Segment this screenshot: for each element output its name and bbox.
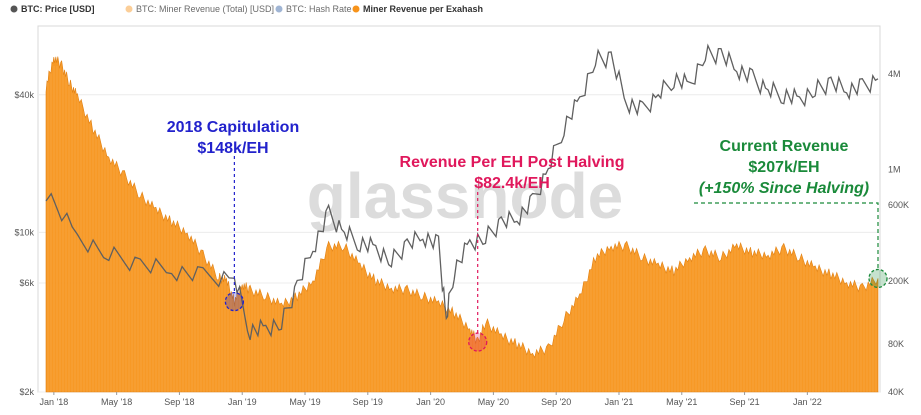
- x-tick-label: Sep '21: [729, 397, 759, 407]
- annotation-capitulation: 2018 Capitulation $148k/EH: [167, 119, 299, 312]
- annotation-text: $207k/EH: [748, 159, 819, 176]
- legend-label: BTC: Price [USD]: [21, 4, 95, 14]
- legend-item[interactable]: BTC: Price [USD]: [10, 4, 95, 14]
- legend-swatch: [10, 5, 18, 13]
- x-tick-label: Sep '18: [164, 397, 194, 407]
- legend-label: BTC: Miner Revenue (Total) [USD]: [136, 4, 274, 14]
- legend-swatch: [275, 5, 283, 13]
- x-tick-label: Jan '22: [793, 397, 822, 407]
- x-tick-label: Jan '20: [416, 397, 445, 407]
- annotation-marker: [468, 332, 488, 352]
- legend-label: BTC: Hash Rate: [286, 4, 352, 14]
- annotation-text: Current Revenue: [720, 138, 849, 155]
- y-left-tick: $40k: [14, 90, 34, 100]
- x-tick-label: May '21: [666, 397, 697, 407]
- y-right-tick: 200K: [888, 276, 909, 286]
- x-tick-label: May '18: [101, 397, 132, 407]
- y-left-tick: $6k: [19, 278, 34, 288]
- legend-swatch: [125, 5, 133, 13]
- revenue-area-path: [45, 56, 879, 393]
- x-tick-label: Jan '19: [228, 397, 257, 407]
- legend: BTC: Price [USD] BTC: Miner Revenue (Tota…: [10, 4, 484, 14]
- annotation-marker: [868, 268, 888, 289]
- annotation-text: 2018 Capitulation: [167, 119, 299, 136]
- x-tick-label: May '20: [478, 397, 509, 407]
- y-right-tick: 4M: [888, 69, 901, 79]
- y-right-tick: 80K: [888, 339, 904, 349]
- legend-item[interactable]: BTC: Miner Revenue (Total) [USD]: [125, 4, 275, 14]
- x-tick-label: Jan '21: [605, 397, 634, 407]
- annotation-text: $82.4k/EH: [474, 175, 550, 192]
- annotations: 2018 Capitulation $148k/EH Revenue Per EH …: [167, 119, 888, 352]
- x-tick-label: Jan '18: [39, 397, 68, 407]
- x-tick-label: Sep '20: [541, 397, 571, 407]
- x-tick-label: May '19: [289, 397, 320, 407]
- y-right-tick: 40K: [888, 387, 904, 397]
- price-line-path: [45, 43, 879, 341]
- annotation-text: $148k/EH: [197, 140, 268, 157]
- annotation-halving: Revenue Per EH Post Halving $82.4k/EH: [400, 154, 625, 352]
- legend-item[interactable]: BTC: Hash Rate: [275, 4, 352, 14]
- annotation-current: Current Revenue $207k/EH (+150% Since Halv…: [694, 138, 888, 289]
- legend-item[interactable]: Miner Revenue per Exahash: [352, 4, 484, 14]
- legend-swatch: [352, 5, 360, 13]
- y-left-tick: $10k: [14, 227, 34, 237]
- annotation-marker: [224, 291, 245, 312]
- legend-label: Miner Revenue per Exahash: [363, 4, 483, 14]
- y-right-tick: 1M: [888, 165, 901, 175]
- watermark: glassnode: [307, 160, 624, 232]
- y-right-tick: 600K: [888, 200, 909, 210]
- annotation-text: (+150% Since Halving): [699, 180, 869, 197]
- axes: $40k $10k $6k $2k 4M 1M 600K 200K 80K 40K Jan '18 M…: [14, 69, 909, 407]
- y-left-tick: $2k: [19, 387, 34, 397]
- price-line: [45, 43, 879, 341]
- annotation-leader: [694, 202, 879, 270]
- x-tick-label: Sep '19: [353, 397, 383, 407]
- annotation-text: Revenue Per EH Post Halving: [400, 154, 625, 171]
